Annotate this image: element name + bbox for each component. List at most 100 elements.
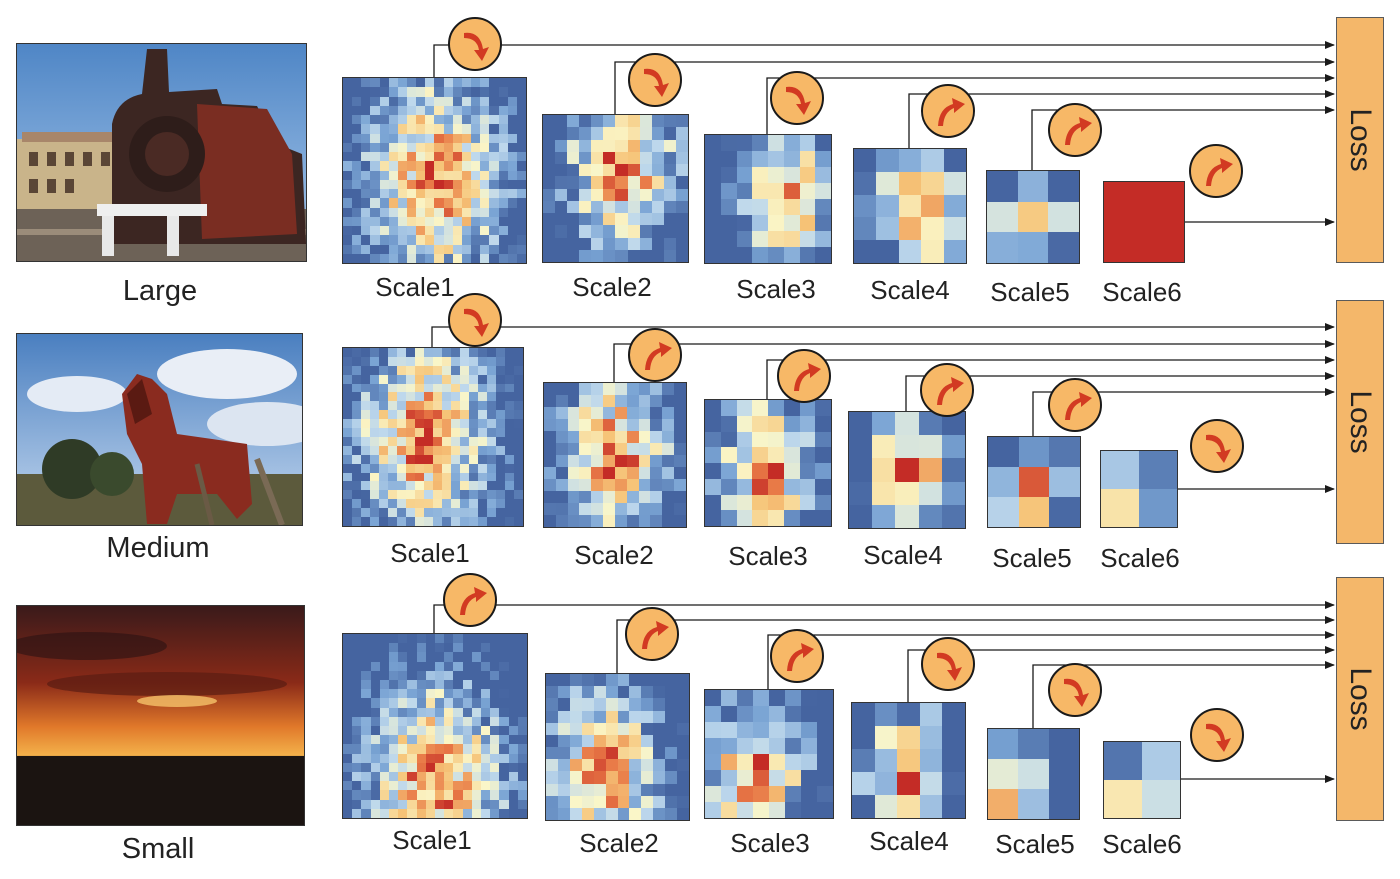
heatmap-cell (487, 410, 496, 420)
curved-arrow-down-icon (628, 53, 682, 107)
heatmap-cell (490, 652, 500, 662)
heatmap-cell (677, 771, 689, 784)
heatmap-cell (397, 490, 406, 500)
heatmap-cell (544, 431, 556, 443)
heatmap-cell (471, 744, 481, 754)
heatmap-cell (801, 722, 817, 738)
heatmap-cell (453, 716, 463, 726)
heatmap-cell (543, 213, 556, 226)
heatmap-cell (557, 698, 570, 711)
heatmap-cell (352, 392, 361, 402)
heatmap-cell (665, 734, 678, 747)
heatmap-cell (343, 652, 353, 662)
heatmap-cell (737, 722, 753, 738)
heatmap-cell (361, 87, 371, 97)
heatmap-cell (397, 124, 408, 134)
heatmap-cell (505, 356, 514, 366)
heatmap-cell (379, 445, 388, 455)
heatmap-cell (498, 226, 508, 236)
heatmap-cell (352, 698, 362, 708)
heatmap-cell (579, 127, 592, 140)
heatmap-cell (737, 770, 753, 786)
heatmap-cell (416, 179, 426, 189)
heatmap-row1-scale5 (986, 170, 1080, 264)
heatmap-cell (397, 189, 408, 199)
heatmap-cell (352, 670, 362, 680)
heatmap-cell (543, 164, 556, 177)
heatmap-cell (407, 216, 417, 226)
heatmap-cell (557, 686, 570, 699)
heatmap-cell (516, 216, 526, 226)
heatmap-cell (496, 419, 505, 429)
heatmap-cell (490, 799, 500, 809)
heatmap-cell (498, 161, 508, 171)
heatmap-cell (897, 795, 920, 818)
curved-arrow-up-icon (1048, 103, 1102, 157)
heatmap-cell (415, 383, 424, 393)
heatmap-cell (398, 670, 408, 680)
heatmap-row1-scale4 (853, 148, 967, 264)
heatmap-cell (626, 455, 639, 467)
heatmap-cell (478, 436, 487, 446)
heatmap-cell (444, 781, 454, 791)
heatmap-cell (783, 199, 800, 215)
heatmap-cell (425, 670, 435, 680)
heatmap-cell (379, 517, 388, 526)
heatmap-cell (379, 454, 388, 464)
heatmap-cell (480, 226, 490, 236)
heatmap-cell (379, 207, 389, 217)
heatmap-cell (451, 436, 460, 446)
heatmap-cell (627, 164, 640, 177)
heatmap-cell (370, 87, 380, 97)
heatmap-cell (988, 789, 1019, 819)
heatmap-cell (516, 115, 526, 125)
heatmap-cell (370, 189, 380, 199)
heatmap-cell (638, 467, 651, 479)
heatmap-cell (650, 419, 663, 431)
heatmap-cell (499, 753, 509, 763)
heatmap-cell (478, 410, 487, 420)
heatmap-cell (343, 383, 352, 393)
heatmap-cell (579, 419, 592, 431)
heatmap-cell (603, 467, 615, 479)
heatmap-cell (343, 698, 353, 708)
heatmap-cell (769, 786, 785, 802)
heatmap-cell (544, 395, 556, 407)
heatmap-cell (591, 515, 604, 527)
heatmap-cell (1018, 729, 1049, 759)
heatmap-cell (496, 401, 505, 411)
heatmap-cell (593, 795, 606, 808)
heatmap-cell (407, 735, 417, 745)
heatmap-cell (499, 725, 509, 736)
heatmap-cell (452, 124, 462, 134)
heatmap-cell (499, 634, 509, 644)
heatmap-cell (581, 807, 594, 820)
heatmap-cell (705, 183, 721, 199)
heatmap-cell (370, 124, 380, 134)
heatmap-cell (567, 479, 580, 491)
heatmap-cell (918, 504, 942, 528)
heatmap-cell (496, 374, 505, 384)
heatmap-cell (407, 652, 417, 662)
heatmap-cell (490, 670, 500, 680)
heatmap-cell (361, 348, 370, 357)
heatmap-cell (451, 410, 460, 420)
heatmap-cell (579, 237, 592, 250)
heatmap-cell (398, 716, 408, 726)
heatmap-cell (480, 725, 491, 736)
heatmap-cell (416, 799, 426, 809)
heatmap-cell (720, 400, 737, 416)
heatmap-cell (343, 517, 352, 526)
heatmap-cell (507, 207, 517, 217)
heatmap-cell (639, 249, 652, 262)
heatmap-cell (897, 749, 920, 772)
heatmap-cell (918, 412, 942, 436)
heatmap-cell (480, 679, 491, 690)
heatmap-cell (462, 790, 472, 800)
heatmap-cell (469, 445, 478, 455)
heatmap-cell (852, 726, 875, 749)
heatmap-cell (480, 152, 490, 162)
heatmap-cell (817, 770, 833, 786)
heatmap-cell (736, 510, 753, 526)
heatmap-cell (370, 634, 380, 644)
